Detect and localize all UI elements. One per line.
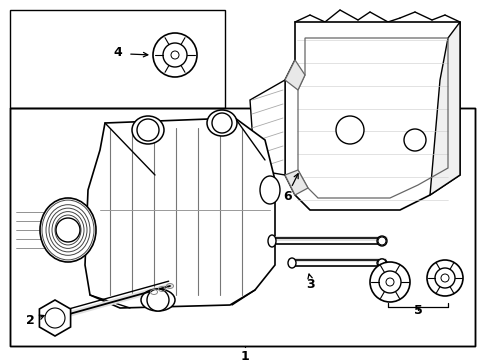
- Circle shape: [171, 51, 179, 59]
- Ellipse shape: [377, 236, 387, 246]
- Bar: [10, 108, 475, 346]
- Circle shape: [435, 268, 455, 288]
- Circle shape: [404, 129, 426, 151]
- Ellipse shape: [377, 259, 387, 267]
- Circle shape: [378, 237, 386, 245]
- Circle shape: [212, 113, 232, 133]
- Circle shape: [56, 218, 80, 242]
- Bar: [10, 10, 225, 108]
- Polygon shape: [430, 22, 460, 195]
- Circle shape: [370, 262, 410, 302]
- Polygon shape: [250, 80, 285, 175]
- Polygon shape: [39, 300, 71, 336]
- Circle shape: [441, 274, 449, 282]
- Text: 3: 3: [306, 279, 314, 292]
- Text: 1: 1: [241, 350, 249, 360]
- Text: 5: 5: [414, 303, 422, 316]
- Bar: [10, 108, 475, 346]
- Ellipse shape: [141, 289, 175, 311]
- Text: 6: 6: [284, 189, 293, 202]
- Circle shape: [163, 43, 187, 67]
- Circle shape: [336, 116, 364, 144]
- Ellipse shape: [40, 198, 96, 262]
- Ellipse shape: [132, 116, 164, 144]
- Circle shape: [137, 119, 159, 141]
- Ellipse shape: [260, 176, 280, 204]
- Ellipse shape: [207, 110, 237, 136]
- Circle shape: [386, 278, 394, 286]
- Ellipse shape: [268, 235, 276, 247]
- Polygon shape: [285, 60, 305, 90]
- Circle shape: [379, 271, 401, 293]
- Polygon shape: [285, 22, 460, 210]
- Polygon shape: [285, 170, 308, 195]
- Circle shape: [427, 260, 463, 296]
- Circle shape: [153, 33, 197, 77]
- Circle shape: [147, 289, 169, 311]
- Circle shape: [45, 308, 65, 328]
- Ellipse shape: [288, 258, 296, 268]
- Polygon shape: [85, 118, 275, 308]
- Text: 2: 2: [25, 314, 34, 327]
- Circle shape: [378, 259, 386, 267]
- Text: 4: 4: [114, 45, 122, 58]
